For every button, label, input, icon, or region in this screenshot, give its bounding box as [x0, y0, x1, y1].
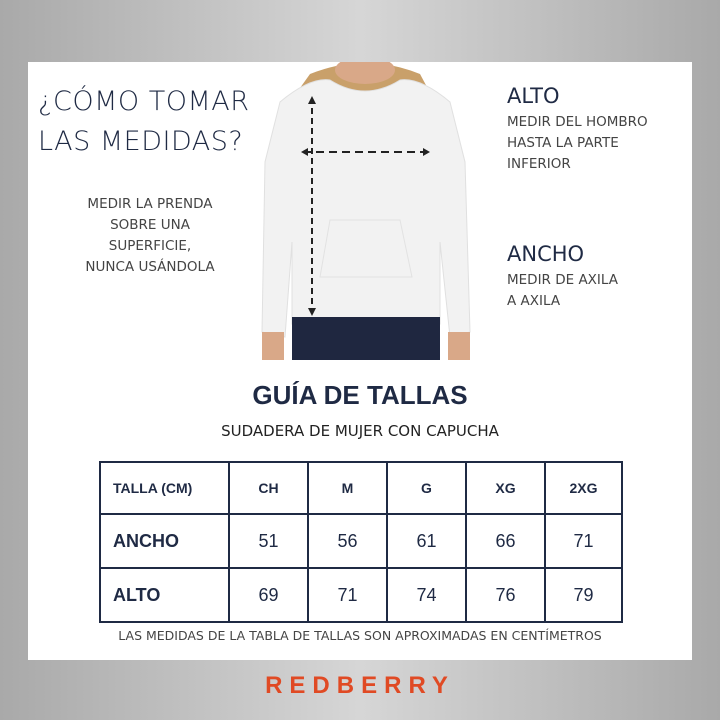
desc-line: MEDIR DE AXILA [507, 272, 618, 288]
note-line: SUPERFICIE, [108, 238, 192, 254]
alto-description: MEDIR DEL HOMBRO HASTA LA PARTE INFERIOR [507, 112, 648, 175]
header-cell: XG [465, 461, 546, 515]
desc-line: INFERIOR [507, 156, 571, 172]
heading-line: ¿CÓMO TOMAR [38, 86, 250, 117]
desc-line: A AXILA [507, 293, 561, 309]
alto-section: ALTO MEDIR DEL HOMBRO HASTA LA PARTE INF… [507, 84, 648, 175]
header-cell: G [386, 461, 467, 515]
table-cell: 71 [544, 513, 623, 569]
ancho-section: ANCHO MEDIR DE AXILA A AXILA [507, 242, 618, 312]
desc-line: MEDIR DEL HOMBRO [507, 114, 648, 130]
how-to-measure-heading: ¿CÓMO TOMAR LAS MEDIDAS? [38, 82, 249, 162]
table-cell: 56 [307, 513, 388, 569]
ancho-title: ANCHO [507, 242, 585, 266]
table-cell: 76 [465, 567, 546, 623]
footnote: LAS MEDIDAS DE LA TABLA DE TALLAS SON AP… [118, 628, 602, 643]
size-guide-title: GUÍA DE TALLAS [252, 380, 468, 410]
table-row: ALTO 69 71 74 76 79 [99, 567, 623, 623]
table-cell: 74 [386, 567, 467, 623]
header-cell: CH [228, 461, 309, 515]
table-cell: 51 [228, 513, 309, 569]
table-cell: 79 [544, 567, 623, 623]
table-cell: 69 [228, 567, 309, 623]
header-cell: 2XG [544, 461, 623, 515]
note-line: NUNCA USÁNDOLA [85, 259, 215, 275]
note-line: MEDIR LA PRENDA [87, 196, 213, 212]
table-row: ANCHO 51 56 61 66 71 [99, 513, 623, 569]
alto-title: ALTO [507, 84, 560, 108]
table-cell: 66 [465, 513, 546, 569]
measure-note: MEDIR LA PRENDA SOBRE UNA SUPERFICIE, NU… [60, 194, 240, 278]
note-line: SOBRE UNA [110, 217, 190, 233]
size-table: TALLA (CM) CH M G XG 2XG ANCHO 51 56 61 … [99, 461, 623, 623]
table-cell: 61 [386, 513, 467, 569]
hoodie-model-image [261, 62, 471, 360]
desc-line: HASTA LA PARTE [507, 135, 619, 151]
size-guide-subtitle: SUDADERA DE MUJER CON CAPUCHA [221, 422, 499, 440]
row-label: ALTO [99, 567, 230, 623]
heading-line: LAS MEDIDAS? [38, 126, 244, 157]
table-cell: 71 [307, 567, 388, 623]
header-cell: M [307, 461, 388, 515]
brand-logo: REDBERRY [265, 672, 455, 699]
ancho-description: MEDIR DE AXILA A AXILA [507, 270, 618, 312]
header-cell: TALLA (CM) [99, 461, 230, 515]
row-label: ANCHO [99, 513, 230, 569]
table-header-row: TALLA (CM) CH M G XG 2XG [99, 461, 623, 515]
